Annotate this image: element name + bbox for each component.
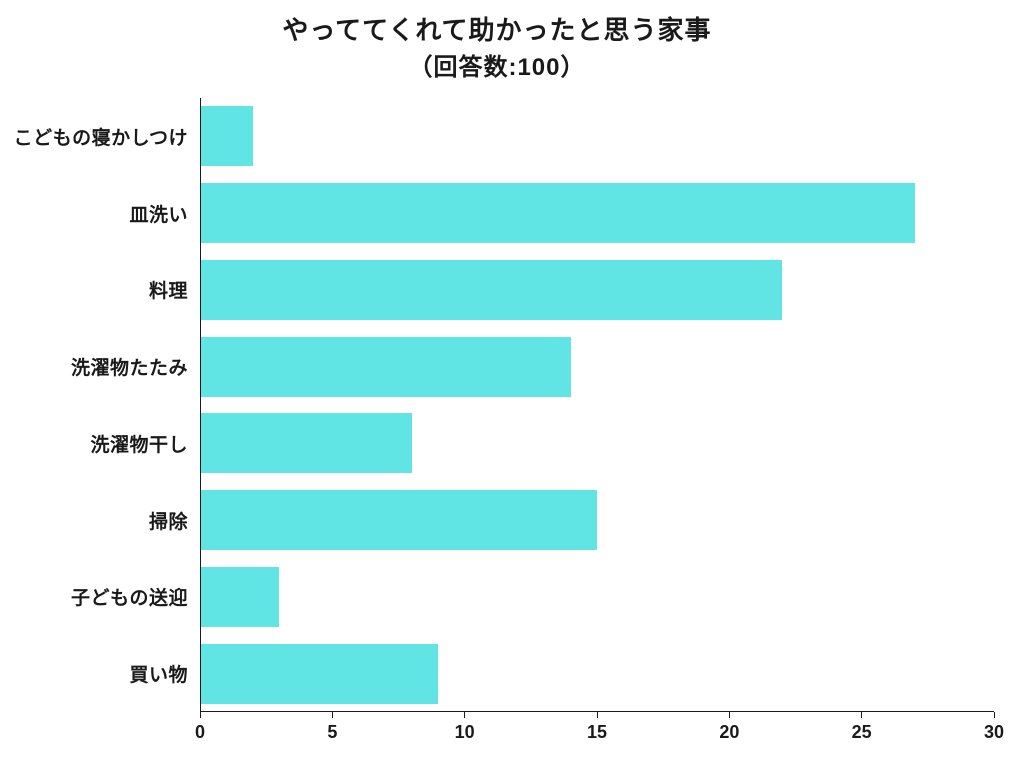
tick-mark bbox=[729, 712, 730, 718]
chart-title: やっててくれて助かったと思う家事 bbox=[0, 10, 994, 47]
x-axis-ticks: 051015202530 bbox=[200, 712, 994, 748]
bar bbox=[200, 260, 782, 320]
y-label: 洗濯物干し bbox=[0, 405, 200, 482]
bar bbox=[200, 413, 412, 473]
x-tick-label: 15 bbox=[587, 722, 607, 743]
x-tick: 5 bbox=[327, 712, 337, 743]
tick-mark bbox=[332, 712, 333, 718]
y-axis-labels: こどもの寝かしつけ皿洗い料理洗濯物たたみ洗濯物干し掃除子どもの送迎買い物 bbox=[0, 88, 200, 748]
bar-row bbox=[200, 405, 994, 482]
bar bbox=[200, 567, 279, 627]
bar-row bbox=[200, 328, 994, 405]
x-tick: 25 bbox=[852, 712, 872, 743]
bar-row bbox=[200, 98, 994, 175]
x-tick-label: 30 bbox=[984, 722, 1004, 743]
y-label: 料理 bbox=[0, 252, 200, 329]
x-tick-label: 20 bbox=[719, 722, 739, 743]
bar bbox=[200, 183, 915, 243]
bar-row bbox=[200, 482, 994, 559]
chart-subtitle: （回答数:100） bbox=[0, 47, 994, 82]
y-label: 皿洗い bbox=[0, 175, 200, 252]
y-label: こどもの寝かしつけ bbox=[0, 98, 200, 175]
x-tick: 10 bbox=[455, 712, 475, 743]
y-label: 洗濯物たたみ bbox=[0, 328, 200, 405]
x-tick: 20 bbox=[719, 712, 739, 743]
tick-mark bbox=[994, 712, 995, 718]
x-tick-label: 5 bbox=[327, 722, 337, 743]
x-tick: 0 bbox=[195, 712, 205, 743]
y-axis-line bbox=[200, 98, 201, 712]
tick-mark bbox=[199, 712, 200, 718]
x-tick: 15 bbox=[587, 712, 607, 743]
x-tick: 30 bbox=[984, 712, 1004, 743]
bars bbox=[200, 98, 994, 712]
x-tick-label: 0 bbox=[195, 722, 205, 743]
tick-mark bbox=[861, 712, 862, 718]
bar bbox=[200, 106, 253, 166]
bars-area: 051015202530 bbox=[200, 88, 994, 748]
x-tick-label: 25 bbox=[852, 722, 872, 743]
bar-row bbox=[200, 559, 994, 636]
bar bbox=[200, 644, 438, 704]
x-tick-label: 10 bbox=[455, 722, 475, 743]
y-label: 子どもの送迎 bbox=[0, 559, 200, 636]
bar bbox=[200, 490, 597, 550]
plot-area: こどもの寝かしつけ皿洗い料理洗濯物たたみ洗濯物干し掃除子どもの送迎買い物 0 5 1… bbox=[0, 88, 994, 748]
bar-row bbox=[200, 252, 994, 329]
y-label: 買い物 bbox=[0, 635, 200, 712]
bar-row bbox=[200, 175, 994, 252]
chart-container: やっててくれて助かったと思う家事 （回答数:100） こどもの寝かしつけ皿洗い料… bbox=[0, 0, 1024, 768]
tick-mark bbox=[597, 712, 598, 718]
bar-row bbox=[200, 635, 994, 712]
y-label: 掃除 bbox=[0, 482, 200, 559]
bar bbox=[200, 337, 571, 397]
tick-mark bbox=[464, 712, 465, 718]
